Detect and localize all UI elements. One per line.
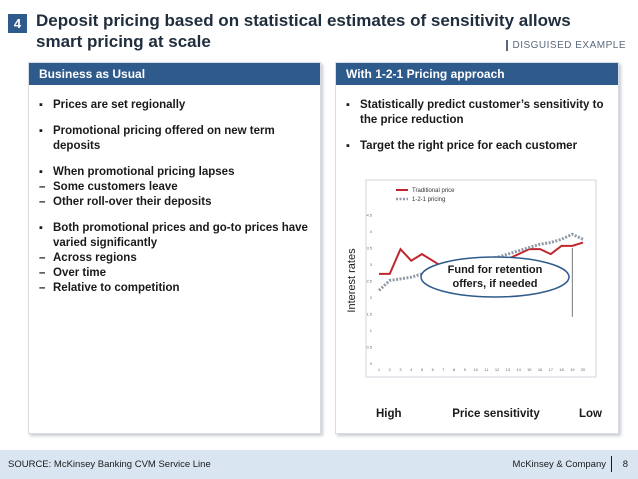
y-tick-label: 4	[370, 229, 373, 234]
y-axis-label: Interest rates	[346, 248, 358, 313]
x-tick-label: 14	[516, 367, 521, 372]
left-sub-bullet: – Relative to competition	[39, 282, 180, 294]
left-bullet-text: Promotional pricing offered on new term …	[39, 124, 314, 154]
y-tick-label: 4.5	[366, 213, 372, 218]
x-tick-label: 2	[389, 367, 392, 372]
right-bullet-text: Statistically predict customer’s sensiti…	[346, 98, 611, 128]
y-tick-label: 3.5	[366, 246, 372, 251]
x-tick-label: 20	[581, 367, 586, 372]
annotation-line-1: Fund for retention	[448, 264, 543, 276]
left-sub-bullet: – Across regions	[39, 252, 137, 264]
x-tick-label: 9	[464, 367, 467, 372]
source-note: SOURCE: McKinsey Banking CVM Service Lin…	[8, 459, 211, 470]
right-panel: With 1-2-1 Pricing approach Statisticall…	[335, 62, 619, 434]
x-tick-label: 6	[432, 367, 435, 372]
x-caption-price-sensitivity: Price sensitivity	[452, 408, 540, 420]
x-tick-label: 8	[453, 367, 456, 372]
legend-label: Traditional price	[412, 188, 455, 194]
y-tick-label: 1.5	[366, 312, 372, 317]
right-bullet-list: Statistically predict customer’s sensiti…	[346, 98, 611, 165]
left-sub-bullet-text: Other roll-over their deposits	[53, 196, 212, 208]
x-tick-label: 11	[484, 367, 489, 372]
left-bullet-list: Prices are set regionally Promotional pri…	[39, 98, 314, 307]
y-tick-label: 0.5	[366, 345, 372, 350]
footer-bar	[0, 450, 638, 479]
left-bullet-item: Prices are set regionally	[39, 98, 314, 113]
right-panel-header: With 1-2-1 Pricing approach	[336, 63, 618, 85]
chart-frame	[365, 179, 597, 378]
x-caption-high: High	[376, 408, 402, 420]
y-tick-label: 2.5	[366, 279, 372, 284]
x-tick-label: 19	[570, 367, 575, 372]
left-bullet-text: When promotional pricing lapses	[39, 165, 314, 180]
x-tick-label: 4	[410, 367, 413, 372]
disguised-example-tag: DISGUISED EXAMPLE	[506, 40, 626, 51]
left-sub-bullet-text: Across regions	[53, 252, 137, 264]
left-bullet-item: Both promotional prices and go-to prices…	[39, 221, 314, 296]
left-sub-bullet: – Other roll-over their deposits	[39, 196, 212, 208]
right-bullet-text: Target the right price for each customer	[346, 139, 611, 154]
interest-rate-chart: 00.511.522.533.544.51 2 3 4 5 6 7 8 9 10 11 12 13 14 1…	[346, 179, 602, 420]
x-tick-label: 1	[378, 367, 381, 372]
x-tick-label: 13	[506, 367, 511, 372]
page-number: 8	[622, 459, 628, 470]
left-sub-bullet: – Some customers leave	[39, 181, 178, 193]
y-tick-label: 0	[370, 361, 373, 366]
x-tick-label: 12	[495, 367, 500, 372]
x-caption-low: Low	[579, 408, 602, 420]
annotation-bubble	[420, 256, 570, 298]
left-sub-bullet-text: Relative to competition	[53, 282, 180, 294]
footer-separator	[611, 456, 612, 472]
x-tick-label: 15	[527, 367, 532, 372]
left-bullet-text: Both promotional prices and go-to prices…	[39, 221, 314, 251]
left-bullet-item: When promotional pricing lapses–Some cus…	[39, 165, 314, 210]
x-tick-label: 5	[421, 367, 424, 372]
legend-label: 1-2-1 pricing	[412, 197, 445, 203]
x-tick-label: 3	[399, 367, 402, 372]
slide-number-badge: 4	[8, 14, 27, 33]
y-tick-label: 2	[370, 295, 373, 300]
left-sub-bullet-text: Some customers leave	[53, 181, 178, 193]
y-tick-label: 1	[370, 328, 373, 333]
left-panel-header: Business as Usual	[29, 63, 320, 85]
x-tick-label: 16	[538, 367, 543, 372]
left-bullet-text: Prices are set regionally	[39, 98, 314, 113]
x-tick-label: 18	[559, 367, 564, 372]
left-bullet-item: Promotional pricing offered on new term …	[39, 124, 314, 154]
slide-title: Deposit pricing based on statistical est…	[36, 11, 571, 51]
x-tick-label: 17	[549, 367, 554, 372]
x-tick-label: 10	[473, 367, 478, 372]
x-tick-label: 7	[442, 367, 445, 372]
annotation-line-2: offers, if needed	[453, 278, 538, 290]
left-sub-bullet-text: Over time	[53, 267, 107, 279]
left-panel: Business as Usual Prices are set regiona…	[28, 62, 321, 434]
left-sub-bullet: – Over time	[39, 267, 107, 279]
brand-name: McKinsey & Company	[512, 459, 606, 470]
y-tick-label: 3	[370, 262, 373, 267]
